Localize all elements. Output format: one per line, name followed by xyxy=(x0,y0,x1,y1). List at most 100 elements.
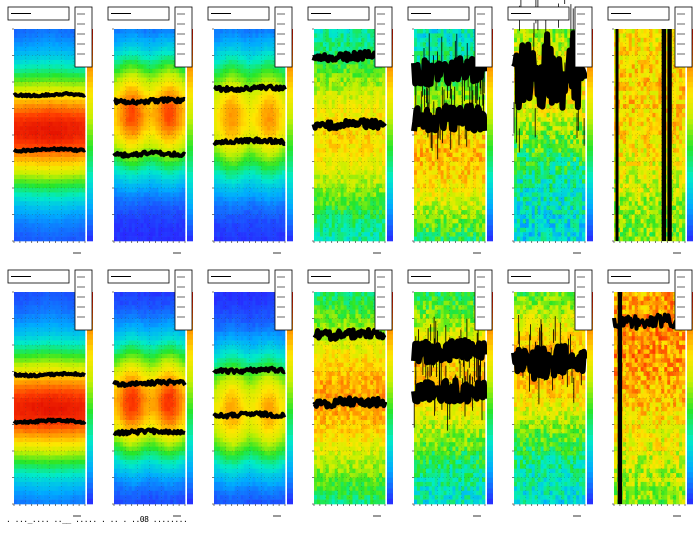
heatmap-cell xyxy=(367,73,371,78)
heatmap-cell xyxy=(152,86,156,92)
heatmap-cell xyxy=(64,117,68,123)
heatmap-cell xyxy=(264,196,268,202)
heatmap-cell xyxy=(276,126,280,131)
heatmap-cell xyxy=(25,143,30,149)
heatmap-cell xyxy=(314,108,318,114)
heatmap-cell xyxy=(228,192,233,198)
heatmap-cell xyxy=(358,37,362,43)
heatmap-cell xyxy=(234,64,238,70)
heatmap-cell xyxy=(264,192,268,198)
heatmap-cell xyxy=(261,64,265,70)
heatmap-cell xyxy=(55,232,59,237)
heatmap-cell xyxy=(249,73,253,78)
heatmap-cell xyxy=(219,55,224,61)
heatmap-cell xyxy=(240,73,244,78)
heatmap-cell xyxy=(137,51,141,56)
heatmap-cell xyxy=(161,161,165,167)
heatmap-cell xyxy=(122,95,127,100)
heatmap-cell xyxy=(225,161,230,167)
heatmap-cell xyxy=(331,117,336,123)
heatmap-cell xyxy=(114,192,118,198)
heatmap-cell xyxy=(73,117,77,123)
heatmap-cell xyxy=(131,86,136,92)
heatmap-cell xyxy=(261,51,265,56)
heatmap-cell xyxy=(179,68,183,74)
heatmap-cell xyxy=(149,227,153,233)
heatmap-cell xyxy=(52,192,56,198)
heatmap-cell xyxy=(231,143,236,149)
heatmap-cell xyxy=(52,33,56,39)
heatmap-cell xyxy=(14,170,18,176)
heatmap-cell xyxy=(46,99,50,105)
heatmap-cell xyxy=(228,73,233,78)
heatmap-cell xyxy=(176,157,180,162)
heatmap-cell xyxy=(382,188,386,193)
heatmap-cell xyxy=(340,139,344,145)
heatmap-cell xyxy=(258,108,262,114)
heatmap-cell xyxy=(37,37,41,43)
heatmap-cell xyxy=(167,55,171,61)
heatmap-cell xyxy=(367,218,371,224)
heatmap-cell xyxy=(64,99,68,105)
heatmap-cell xyxy=(340,68,344,74)
heatmap-cell xyxy=(161,157,165,162)
heatmap-cell xyxy=(155,33,159,39)
heatmap-cell xyxy=(149,179,153,184)
heatmap-cell xyxy=(43,108,47,114)
heatmap-cell xyxy=(25,135,30,140)
heatmap-cell xyxy=(131,170,136,176)
heatmap-cell xyxy=(376,95,380,100)
heatmap-cell xyxy=(137,139,141,145)
heatmap-cell xyxy=(28,232,33,237)
heatmap-cell xyxy=(49,214,53,220)
heatmap-cell xyxy=(261,108,265,114)
heatmap-cell xyxy=(234,51,238,56)
heatmap-cell xyxy=(137,46,141,52)
heatmap-cell xyxy=(279,174,283,180)
heatmap-cell xyxy=(70,139,74,145)
heatmap-cell xyxy=(34,99,38,105)
heatmap-cell xyxy=(276,95,280,100)
heatmap-cell xyxy=(146,205,150,211)
heatmap-cell xyxy=(31,174,36,180)
heatmap-cell xyxy=(140,126,144,131)
heatmap-cell xyxy=(149,196,153,202)
heatmap-cell xyxy=(328,95,333,100)
heatmap-cell xyxy=(267,170,271,176)
heatmap-cell xyxy=(237,130,241,136)
heatmap-cell xyxy=(219,33,224,39)
heatmap-cell xyxy=(358,68,362,74)
heatmap-cell xyxy=(214,188,218,193)
heatmap-cell xyxy=(125,121,130,127)
heatmap-cell xyxy=(255,95,259,100)
heatmap-cell xyxy=(149,82,153,87)
heatmap-cell xyxy=(240,68,244,74)
heatmap-cell xyxy=(270,161,274,167)
heatmap-cell xyxy=(234,201,238,206)
heatmap-cell xyxy=(219,188,224,193)
heatmap-cell xyxy=(228,183,233,189)
heatmap-cell xyxy=(382,104,386,109)
heatmap-cell xyxy=(349,139,353,145)
heatmap-cell xyxy=(122,121,127,127)
heatmap-cell xyxy=(352,183,356,189)
heatmap-cell xyxy=(364,165,368,171)
heatmap-cell xyxy=(34,232,38,237)
heatmap-cell xyxy=(234,192,238,198)
heatmap-cell xyxy=(176,183,180,189)
heatmap-cell xyxy=(149,112,153,118)
heatmap-cell xyxy=(228,157,233,162)
heatmap-cell xyxy=(240,188,244,193)
heatmap-cell xyxy=(67,205,71,211)
heatmap-cell xyxy=(361,152,365,158)
heatmap-cell xyxy=(128,232,133,237)
heatmap-cell xyxy=(343,214,347,220)
heatmap-cell xyxy=(258,223,262,229)
axis-ticks xyxy=(12,28,86,243)
heatmap-cell xyxy=(334,148,338,153)
heatmap-cell xyxy=(82,205,86,211)
heatmap-cell xyxy=(231,82,236,87)
scale-step xyxy=(387,124,393,130)
heatmap-cell xyxy=(273,143,277,149)
heatmap-cell xyxy=(155,82,159,87)
